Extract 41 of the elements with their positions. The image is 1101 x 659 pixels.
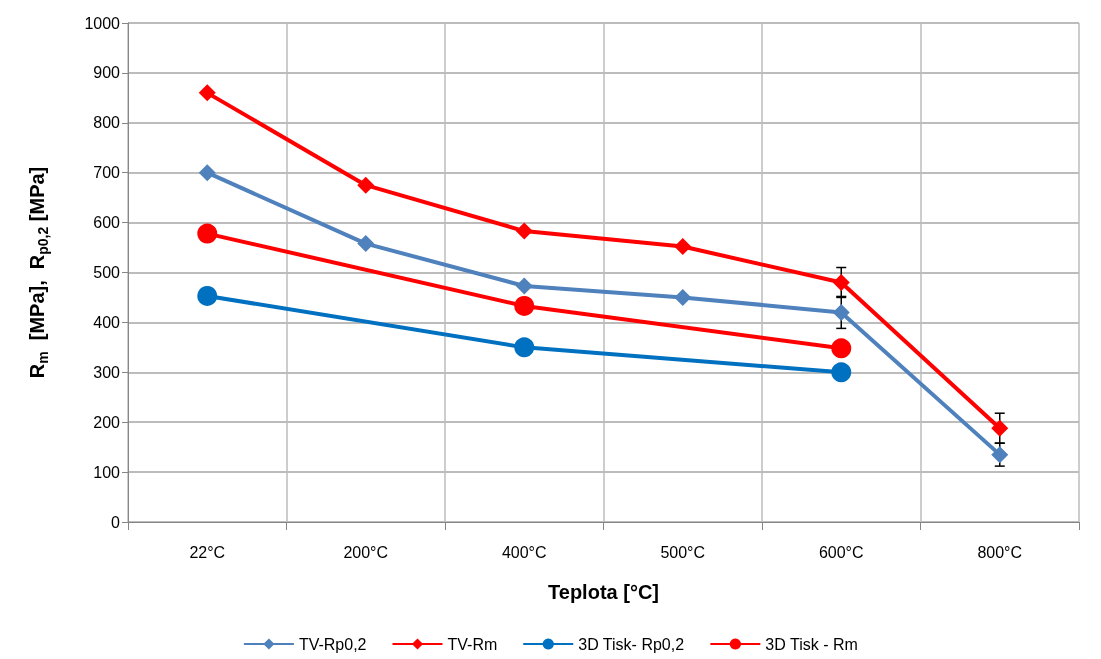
point [514,295,535,316]
point [674,288,692,306]
y-tick-label: 500 [93,264,121,281]
y-tick-label: 1000 [84,14,121,32]
y-tick-label: 800 [93,114,121,132]
x-tick-label: 500°C [660,543,706,561]
x-tick-label: 200°C [343,543,389,561]
x-tick-label: 600°C [818,543,864,561]
y-tick-label: 0 [111,513,121,531]
point [197,223,218,244]
y-tick-label: 200 [93,413,121,431]
point [357,176,375,194]
y-tick-label: 100 [93,463,121,481]
y-tick-label: 300 [93,363,121,381]
point [831,338,852,359]
point [991,446,1009,464]
point [357,235,375,253]
y-axis-title: Rm [MPa], Rp0,2 [MPa] [26,166,51,379]
point [831,362,852,383]
point [674,238,692,256]
point [991,419,1009,437]
point [515,222,533,240]
y-tick-label: 600 [93,214,121,232]
point [832,303,850,321]
point [514,337,535,358]
legend-label: 3D Tisk- Rp0,2 [578,635,685,653]
x-tick-label: 800°C [977,543,1023,561]
point [197,285,218,306]
legend-label: 3D Tisk - Rm [765,635,858,653]
legend-label: TV-Rp0,2 [298,635,367,653]
point [198,164,216,182]
y-tick-label: 700 [93,164,121,182]
point [515,277,533,295]
point [198,84,216,102]
x-axis-title: Teplota [°C] [548,581,659,603]
point [832,273,850,291]
x-tick-label: 22°C [189,543,226,561]
legend-label: TV-Rm [447,635,498,653]
x-tick-label: 400°C [501,543,547,561]
y-tick-label: 900 [93,64,121,82]
y-tick-label: 400 [93,313,121,331]
